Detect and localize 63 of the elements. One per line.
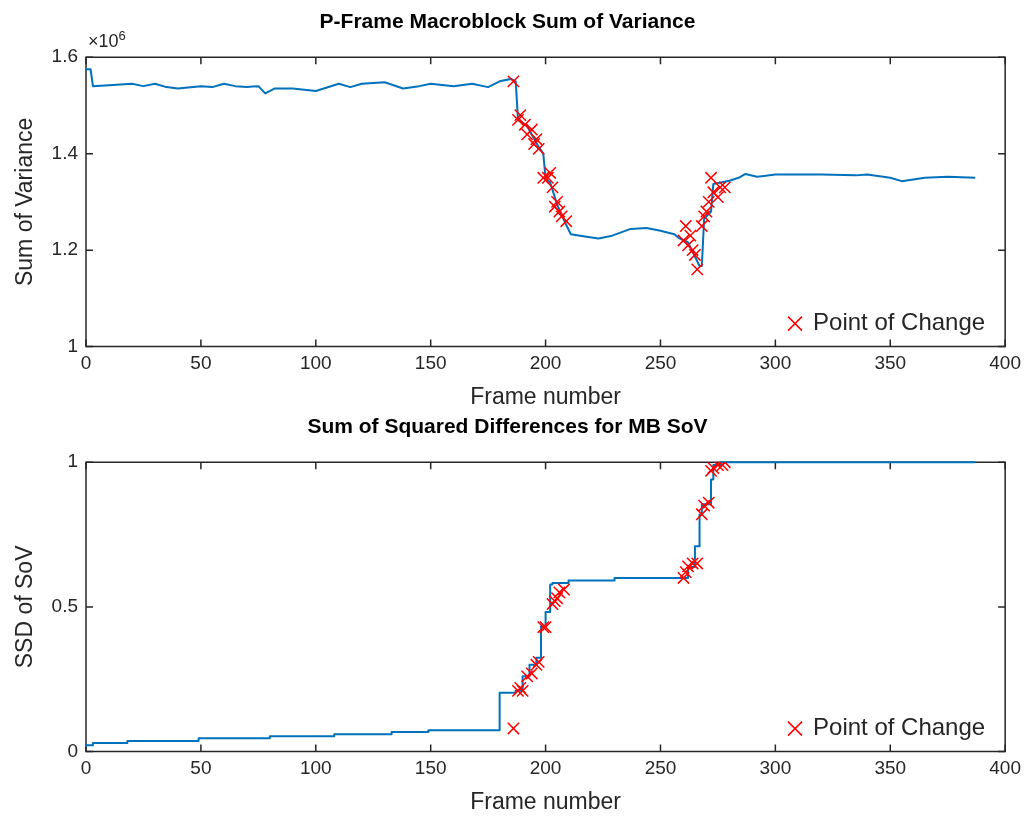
point (552, 586, 566, 599)
y-tick-label: 1.6 (51, 45, 79, 67)
point (718, 181, 732, 194)
point (681, 559, 695, 573)
legend-label: Point of Change (813, 713, 986, 741)
point (525, 123, 539, 136)
x-tick-label: 400 (989, 352, 1021, 374)
point (679, 219, 693, 233)
point (706, 185, 720, 199)
chart-title: Sum of Squared Differences for MB SoV (307, 414, 708, 438)
y-tick-label: 1.2 (51, 238, 79, 260)
point (527, 137, 541, 151)
chart-title: P-Frame Macroblock Sum of Variance (319, 9, 696, 33)
point (688, 248, 702, 262)
x-axis-title: Frame number (470, 787, 622, 814)
point (702, 496, 716, 510)
point (507, 74, 520, 88)
point (541, 171, 555, 185)
y-tick-label: 1 (67, 450, 79, 472)
x-tick-label: 100 (299, 352, 332, 374)
y-tick-label: 0 (67, 739, 79, 761)
x-tick-label: 50 (190, 757, 212, 779)
y-axis-title: SSD of SoV (11, 544, 38, 669)
point (690, 557, 704, 570)
x-tick-label: 350 (874, 757, 907, 779)
x-tick-label: 300 (759, 352, 792, 374)
y-tick-label: 0.5 (51, 595, 79, 617)
point (677, 234, 690, 247)
y-tick-label: 1 (67, 334, 79, 356)
x-tick-label: 200 (529, 352, 562, 374)
x-tick-label: 50 (190, 352, 212, 374)
x-tick-label: 250 (644, 757, 677, 779)
point (525, 667, 539, 680)
x-tick-label: 250 (644, 352, 677, 374)
point (690, 263, 704, 276)
point (711, 462, 725, 472)
point (546, 181, 559, 194)
y-tick-label: 1.4 (51, 141, 79, 163)
point (543, 166, 557, 180)
point (511, 113, 525, 127)
x-tick-label: 350 (874, 352, 907, 374)
x-axis-title: Frame number (470, 382, 622, 409)
x-tick-label: 300 (759, 757, 792, 779)
point (679, 565, 693, 579)
x-tick-label: 150 (414, 352, 447, 374)
point (686, 243, 700, 257)
x-tick-label: 200 (529, 757, 562, 779)
point (507, 722, 520, 735)
point (686, 557, 700, 570)
point (557, 583, 571, 596)
x-tick-label: 100 (299, 757, 332, 779)
x-tick-label: 150 (414, 757, 447, 779)
point (513, 108, 527, 122)
legend-label: Point of Change (813, 308, 986, 336)
point (548, 200, 562, 214)
point (559, 214, 573, 228)
point (704, 171, 718, 185)
point (555, 209, 569, 223)
x-tick-label: 400 (989, 757, 1021, 779)
point (520, 669, 534, 683)
y-axis-title: Sum of Variance (11, 117, 38, 287)
point (536, 171, 550, 185)
point (677, 571, 690, 585)
